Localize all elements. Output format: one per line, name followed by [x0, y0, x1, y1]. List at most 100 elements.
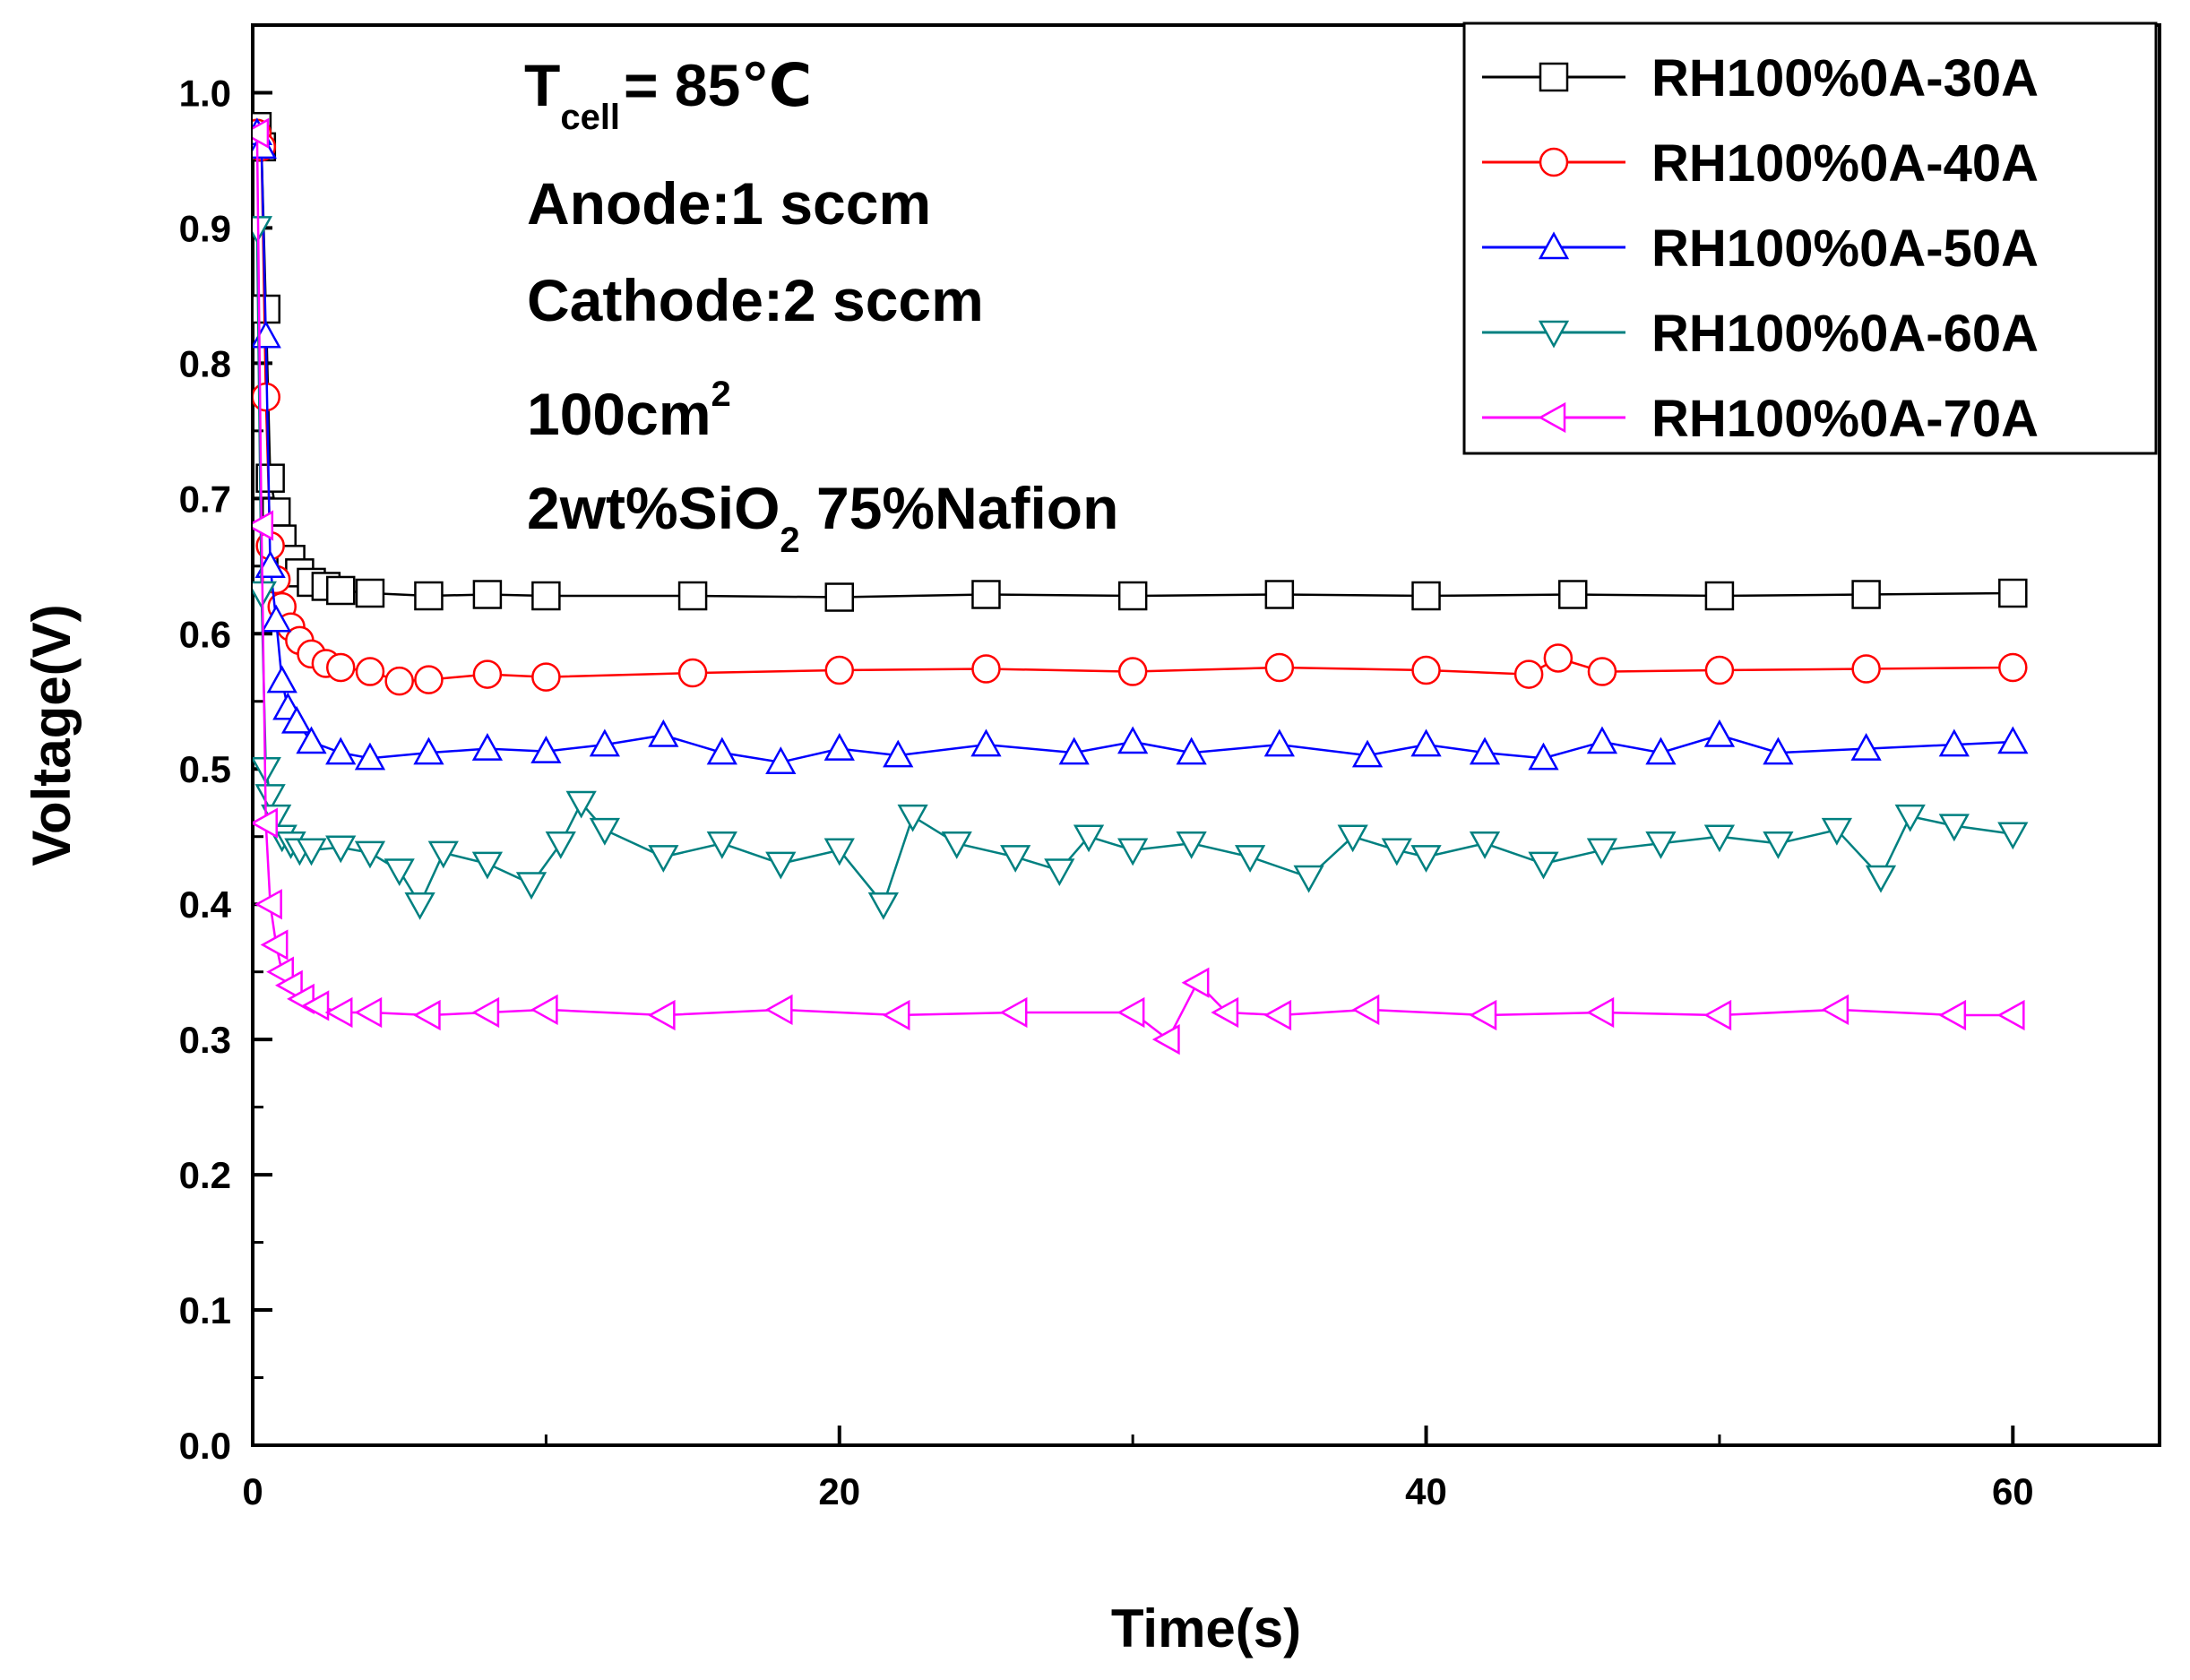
y-tick-label: 0.0: [179, 1425, 231, 1467]
data-point: [412, 999, 441, 1031]
data-point: [824, 582, 855, 612]
data-point: [706, 831, 737, 859]
data-point: [1044, 858, 1075, 887]
data-point: [1263, 999, 1292, 1031]
data-point: [384, 666, 414, 696]
legend-label: RH100%0A-50A: [1651, 220, 2039, 278]
data-point: [296, 838, 327, 866]
data-point: [1117, 581, 1148, 611]
data-point: [1851, 654, 1881, 684]
data-point: [254, 784, 286, 813]
data-point: [1073, 824, 1105, 853]
data-point: [1821, 994, 1849, 1026]
legend-label: RH100%0A-60A: [1651, 305, 2039, 363]
data-point: [1586, 838, 1618, 866]
data-point: [589, 817, 620, 846]
data-point: [565, 790, 597, 819]
annotation-anode: Anode:1 sccm: [527, 170, 931, 237]
data-point: [1000, 845, 1031, 873]
y-tick-label: 0.6: [179, 613, 231, 655]
x-tick-label: 0: [242, 1470, 263, 1512]
legend-marker: [1538, 401, 1566, 434]
data-point: [765, 746, 797, 774]
data-point: [324, 996, 353, 1029]
data-point: [253, 807, 278, 839]
x-tick-label: 60: [1992, 1470, 2034, 1512]
data-point: [1117, 726, 1149, 754]
data-point: [471, 733, 504, 761]
legend-marker: [1538, 231, 1570, 260]
data-point: [531, 581, 561, 611]
data-point: [823, 838, 855, 866]
data-point: [427, 840, 459, 869]
data-point: [1528, 851, 1559, 880]
data-point: [764, 994, 793, 1026]
data-point: [706, 737, 737, 765]
data-point: [296, 726, 327, 754]
data-point: [354, 742, 386, 771]
legend-label: RH100%0A-40A: [1651, 134, 2039, 193]
data-point: [404, 892, 435, 920]
data-point: [677, 658, 708, 688]
data-point: [531, 662, 561, 692]
data-point: [824, 655, 855, 685]
data-point: [1117, 657, 1148, 686]
data-point: [648, 719, 679, 747]
data-point: [1703, 719, 1736, 747]
data-point: [1234, 845, 1266, 873]
data-point: [254, 550, 286, 579]
data-point: [677, 581, 708, 611]
data-point: [1850, 733, 1882, 761]
y-tick-label: 0.5: [179, 748, 231, 790]
data-point: [1263, 728, 1295, 757]
data-point: [1351, 739, 1384, 768]
data-point: [253, 320, 281, 349]
data-point: [1211, 996, 1239, 1029]
data-point: [472, 580, 503, 609]
data-point: [545, 831, 576, 859]
y-axis-title: Voltage(V): [22, 604, 82, 866]
data-point: [1264, 580, 1295, 609]
series-2: [253, 117, 2029, 774]
data-point: [1586, 996, 1615, 1029]
data-point: [1645, 737, 1677, 765]
data-point: [1997, 726, 2029, 754]
series-layer: [253, 111, 2029, 1055]
y-tick-label: 0.7: [179, 478, 231, 520]
data-point: [1704, 581, 1735, 611]
data-point: [1821, 817, 1853, 846]
data-point: [261, 604, 292, 633]
data-point: [1543, 643, 1574, 673]
series-3: [253, 216, 2029, 920]
annotation-cathode: Cathode:2 sccm: [527, 267, 984, 333]
data-point: [823, 733, 855, 761]
data-point: [1293, 865, 1324, 893]
data-point: [1586, 726, 1618, 754]
data-point: [1998, 652, 2028, 683]
data-point: [1411, 581, 1441, 611]
data-point: [266, 665, 297, 694]
y-tick-label: 0.9: [179, 207, 231, 249]
data-point: [266, 956, 294, 987]
y-tick-label: 0.2: [179, 1154, 231, 1196]
data-point: [1938, 999, 1967, 1031]
legend-label: RH100%0A-70A: [1651, 390, 2039, 448]
data-point: [1557, 580, 1588, 609]
data-point: [414, 665, 444, 694]
data-point: [1264, 652, 1295, 683]
data-point: [1337, 824, 1368, 853]
data-point: [1176, 737, 1207, 765]
data-point: [325, 652, 356, 683]
data-point: [254, 889, 282, 920]
data-point: [1938, 728, 1970, 757]
data-point: [280, 705, 313, 734]
data-point: [765, 851, 797, 880]
data-point: [1703, 999, 1732, 1031]
data-point: [882, 999, 910, 1031]
annotation-tcell: Tcell= 85℃: [524, 52, 812, 137]
data-point: [355, 657, 385, 686]
data-point: [301, 990, 330, 1021]
y-tick-label: 0.4: [179, 883, 232, 926]
data-point: [867, 892, 900, 920]
y-tick-label: 1.0: [179, 72, 231, 114]
